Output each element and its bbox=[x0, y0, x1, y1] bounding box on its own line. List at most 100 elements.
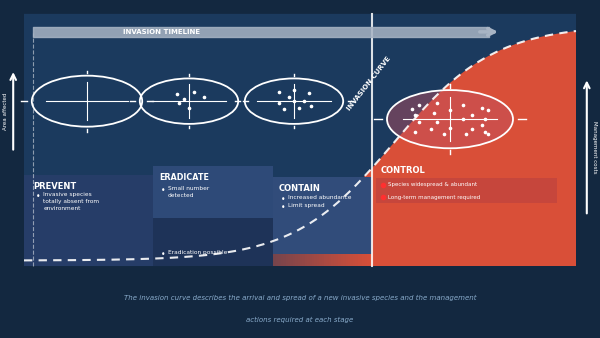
FancyBboxPatch shape bbox=[187, 14, 191, 266]
FancyBboxPatch shape bbox=[367, 14, 371, 266]
FancyBboxPatch shape bbox=[322, 14, 325, 266]
FancyBboxPatch shape bbox=[185, 14, 188, 266]
Text: Increased abundance: Increased abundance bbox=[288, 195, 352, 199]
Text: Eradication possible: Eradication possible bbox=[168, 250, 227, 255]
FancyBboxPatch shape bbox=[274, 14, 277, 266]
FancyBboxPatch shape bbox=[228, 14, 232, 266]
FancyBboxPatch shape bbox=[288, 14, 292, 266]
FancyBboxPatch shape bbox=[290, 14, 294, 266]
FancyBboxPatch shape bbox=[223, 14, 227, 266]
FancyBboxPatch shape bbox=[353, 14, 356, 266]
FancyBboxPatch shape bbox=[286, 14, 289, 266]
FancyBboxPatch shape bbox=[300, 14, 304, 266]
FancyBboxPatch shape bbox=[247, 14, 251, 266]
FancyBboxPatch shape bbox=[235, 14, 239, 266]
FancyBboxPatch shape bbox=[226, 14, 229, 266]
FancyBboxPatch shape bbox=[240, 14, 244, 266]
FancyBboxPatch shape bbox=[324, 14, 328, 266]
FancyBboxPatch shape bbox=[338, 14, 342, 266]
FancyBboxPatch shape bbox=[350, 14, 354, 266]
FancyBboxPatch shape bbox=[336, 14, 340, 266]
FancyBboxPatch shape bbox=[218, 14, 222, 266]
FancyBboxPatch shape bbox=[370, 14, 373, 266]
FancyBboxPatch shape bbox=[307, 14, 311, 266]
Text: Long-term management required: Long-term management required bbox=[388, 195, 480, 199]
Text: •: • bbox=[281, 203, 286, 212]
FancyBboxPatch shape bbox=[312, 14, 316, 266]
FancyBboxPatch shape bbox=[314, 14, 318, 266]
FancyBboxPatch shape bbox=[206, 14, 210, 266]
FancyBboxPatch shape bbox=[346, 14, 349, 266]
FancyBboxPatch shape bbox=[199, 14, 203, 266]
FancyBboxPatch shape bbox=[362, 14, 366, 266]
FancyBboxPatch shape bbox=[214, 14, 217, 266]
FancyBboxPatch shape bbox=[252, 14, 256, 266]
FancyBboxPatch shape bbox=[358, 14, 361, 266]
FancyBboxPatch shape bbox=[276, 14, 280, 266]
FancyBboxPatch shape bbox=[319, 14, 323, 266]
FancyBboxPatch shape bbox=[24, 14, 576, 266]
FancyBboxPatch shape bbox=[360, 14, 364, 266]
FancyBboxPatch shape bbox=[254, 14, 258, 266]
FancyBboxPatch shape bbox=[242, 14, 246, 266]
FancyBboxPatch shape bbox=[376, 178, 557, 191]
Text: •: • bbox=[36, 192, 41, 201]
FancyBboxPatch shape bbox=[302, 14, 306, 266]
FancyBboxPatch shape bbox=[211, 14, 215, 266]
FancyBboxPatch shape bbox=[230, 14, 234, 266]
FancyBboxPatch shape bbox=[221, 14, 224, 266]
FancyBboxPatch shape bbox=[190, 14, 193, 266]
FancyBboxPatch shape bbox=[194, 14, 198, 266]
Text: Invasive species
totally absent from
environment: Invasive species totally absent from env… bbox=[43, 192, 100, 211]
FancyBboxPatch shape bbox=[24, 175, 153, 266]
FancyBboxPatch shape bbox=[376, 191, 557, 203]
Text: Species widespread & abundant: Species widespread & abundant bbox=[388, 182, 477, 187]
FancyBboxPatch shape bbox=[355, 14, 359, 266]
FancyBboxPatch shape bbox=[305, 14, 308, 266]
FancyBboxPatch shape bbox=[372, 14, 576, 266]
FancyBboxPatch shape bbox=[257, 14, 260, 266]
FancyBboxPatch shape bbox=[295, 14, 299, 266]
Text: INVASION CURVE: INVASION CURVE bbox=[346, 55, 392, 111]
FancyBboxPatch shape bbox=[326, 14, 330, 266]
FancyBboxPatch shape bbox=[273, 177, 372, 254]
FancyBboxPatch shape bbox=[310, 14, 313, 266]
FancyBboxPatch shape bbox=[204, 14, 208, 266]
FancyBboxPatch shape bbox=[341, 14, 344, 266]
FancyBboxPatch shape bbox=[233, 14, 236, 266]
FancyBboxPatch shape bbox=[202, 14, 205, 266]
FancyBboxPatch shape bbox=[180, 14, 184, 266]
FancyBboxPatch shape bbox=[209, 14, 212, 266]
FancyBboxPatch shape bbox=[266, 14, 270, 266]
FancyBboxPatch shape bbox=[264, 14, 268, 266]
FancyBboxPatch shape bbox=[153, 218, 273, 266]
Text: Small number
detected: Small number detected bbox=[168, 186, 209, 198]
Polygon shape bbox=[24, 14, 576, 260]
Text: PREVENT: PREVENT bbox=[33, 182, 76, 191]
FancyBboxPatch shape bbox=[348, 14, 352, 266]
FancyBboxPatch shape bbox=[365, 14, 368, 266]
FancyBboxPatch shape bbox=[259, 14, 263, 266]
FancyBboxPatch shape bbox=[271, 14, 275, 266]
Text: Management costs: Management costs bbox=[592, 121, 597, 173]
FancyBboxPatch shape bbox=[182, 14, 186, 266]
Text: The invasion curve describes the arrival and spread of a new invasive species an: The invasion curve describes the arrival… bbox=[124, 295, 476, 301]
FancyBboxPatch shape bbox=[197, 14, 200, 266]
Polygon shape bbox=[24, 257, 179, 266]
FancyBboxPatch shape bbox=[283, 14, 287, 266]
Text: •: • bbox=[161, 250, 166, 259]
FancyBboxPatch shape bbox=[216, 14, 220, 266]
FancyBboxPatch shape bbox=[245, 14, 248, 266]
FancyBboxPatch shape bbox=[262, 14, 265, 266]
FancyBboxPatch shape bbox=[192, 14, 196, 266]
FancyBboxPatch shape bbox=[329, 14, 332, 266]
FancyBboxPatch shape bbox=[298, 14, 301, 266]
Text: •: • bbox=[281, 195, 286, 203]
FancyBboxPatch shape bbox=[238, 14, 241, 266]
FancyBboxPatch shape bbox=[331, 14, 335, 266]
Text: actions required at each stage: actions required at each stage bbox=[247, 317, 353, 323]
Text: •: • bbox=[161, 186, 166, 195]
Text: ERADICATE: ERADICATE bbox=[159, 173, 209, 182]
FancyBboxPatch shape bbox=[317, 14, 320, 266]
Text: Area affected: Area affected bbox=[4, 92, 8, 129]
